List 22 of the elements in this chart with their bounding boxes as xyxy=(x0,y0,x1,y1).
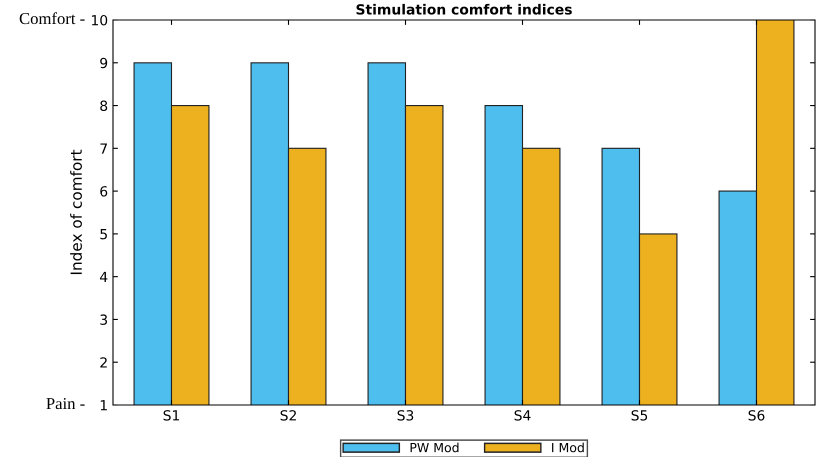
x-tick-label: S6 xyxy=(748,410,764,421)
y-tick-label: 1 xyxy=(100,400,107,410)
y-tick-label: 2 xyxy=(100,357,107,368)
legend-label: I Mod xyxy=(552,442,584,452)
x-tick-label: S2 xyxy=(280,410,296,421)
x-tick-label: S5 xyxy=(632,410,648,421)
y-tick-label: 7 xyxy=(100,143,107,154)
x-tick-label: S1 xyxy=(164,410,180,421)
y-tick-label: 8 xyxy=(100,100,108,112)
y-tick-label: 10 xyxy=(92,14,108,26)
x-tick-label: S4 xyxy=(514,410,531,421)
legend-label: PW Mod xyxy=(410,442,458,452)
y-tick-label: 5 xyxy=(100,229,107,240)
y-axis-title: Index of comfort xyxy=(70,150,82,274)
text: Comfort - xyxy=(20,12,85,24)
y-tick-label: 3 xyxy=(100,314,108,325)
y-tick-label: 4 xyxy=(100,272,108,282)
text: Pain - xyxy=(46,398,85,410)
y-tick-label: 6 xyxy=(100,186,108,197)
chart-title: Stimulation comfort indices xyxy=(356,4,572,15)
y-tick-label: 9 xyxy=(100,58,108,68)
x-tick-label: S3 xyxy=(398,410,414,421)
